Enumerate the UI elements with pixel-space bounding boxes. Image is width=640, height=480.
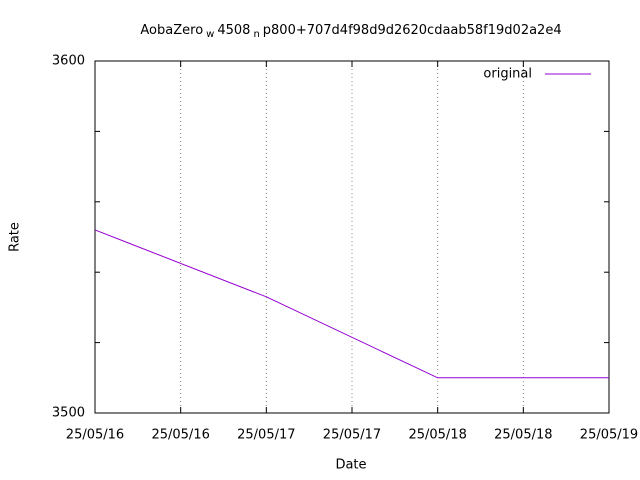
title-part: 4508 — [217, 23, 250, 38]
x-tick-label: 25/05/16 — [66, 428, 124, 443]
x-tick-label: 25/05/18 — [408, 428, 466, 443]
y-axis-label: Rate — [8, 222, 23, 252]
title-part: AobaZero — [140, 23, 203, 38]
x-tick-label: 25/05/16 — [151, 428, 209, 443]
y-tick-label: 3600 — [52, 54, 85, 69]
x-tick-label: 25/05/17 — [237, 428, 295, 443]
title-part: p800+707d4f98d9d2620cdaab58f19d02a2e4 — [263, 23, 562, 38]
y-tick-label: 3500 — [52, 406, 85, 421]
x-axis-label: Date — [335, 458, 366, 473]
data-line — [94, 229, 609, 379]
x-tick-label: 25/05/19 — [580, 428, 638, 443]
title-subscript: w — [206, 29, 214, 40]
plot-border — [94, 60, 610, 414]
legend-label: original — [483, 67, 532, 82]
chart-title: AobaZero w 4508 n p800+707d4f98d9d2620cdaab5… — [140, 23, 561, 41]
x-tick-label: 25/05/18 — [494, 428, 552, 443]
x-tick-label: 25/05/17 — [323, 428, 381, 443]
title-subscript: n — [253, 29, 259, 40]
